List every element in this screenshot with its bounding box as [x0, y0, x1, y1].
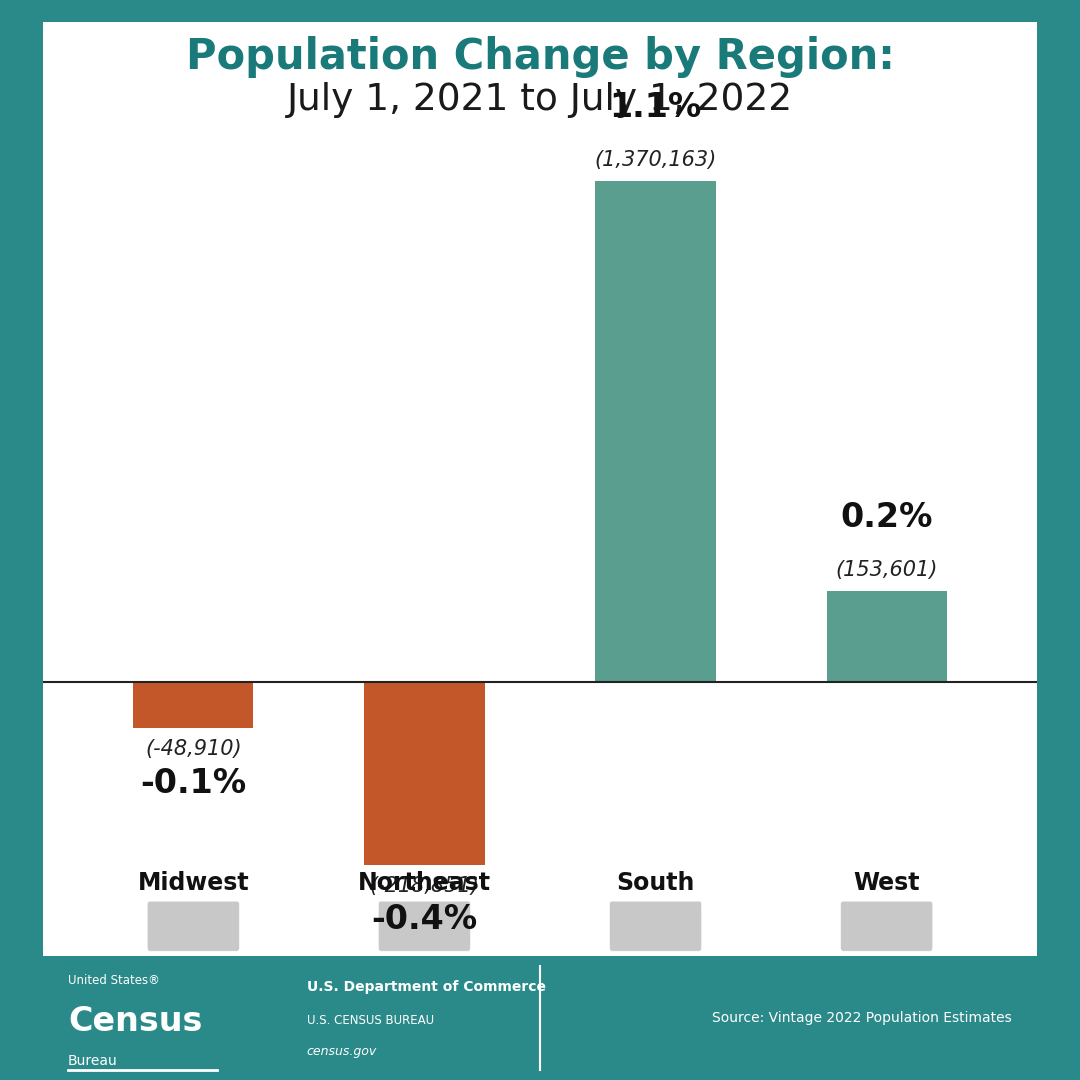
Bar: [595, 181, 716, 683]
Text: Census: Census: [68, 1005, 202, 1038]
FancyBboxPatch shape: [840, 901, 933, 951]
Bar: [826, 591, 947, 683]
Text: -0.1%: -0.1%: [140, 767, 246, 799]
FancyBboxPatch shape: [609, 901, 702, 951]
Text: (-218,851): (-218,851): [369, 876, 480, 896]
Text: U.S. Department of Commerce: U.S. Department of Commerce: [307, 980, 545, 994]
Text: 1.1%: 1.1%: [609, 91, 702, 124]
Text: July 1, 2021 to July 1, 2022: July 1, 2021 to July 1, 2022: [287, 82, 793, 119]
Bar: [133, 683, 254, 728]
Text: census.gov: census.gov: [307, 1045, 377, 1058]
Text: Midwest: Midwest: [137, 872, 249, 895]
FancyBboxPatch shape: [147, 901, 240, 951]
Text: 0.2%: 0.2%: [840, 501, 933, 535]
Bar: [364, 683, 485, 865]
FancyBboxPatch shape: [378, 901, 471, 951]
Text: Bureau: Bureau: [68, 1054, 118, 1068]
Text: West: West: [853, 872, 920, 895]
Text: U.S. CENSUS BUREAU: U.S. CENSUS BUREAU: [307, 1014, 434, 1027]
Text: Population Change by Region:: Population Change by Region:: [186, 36, 894, 78]
Text: (153,601): (153,601): [836, 559, 937, 580]
Text: (-48,910): (-48,910): [145, 740, 242, 759]
Text: Northeast: Northeast: [357, 872, 491, 895]
Text: Source: Vintage 2022 Population Estimates: Source: Vintage 2022 Population Estimate…: [712, 1011, 1012, 1025]
Text: -0.4%: -0.4%: [372, 903, 477, 936]
Text: South: South: [617, 872, 694, 895]
Text: United States®: United States®: [68, 974, 160, 987]
Text: (1,370,163): (1,370,163): [594, 150, 717, 170]
